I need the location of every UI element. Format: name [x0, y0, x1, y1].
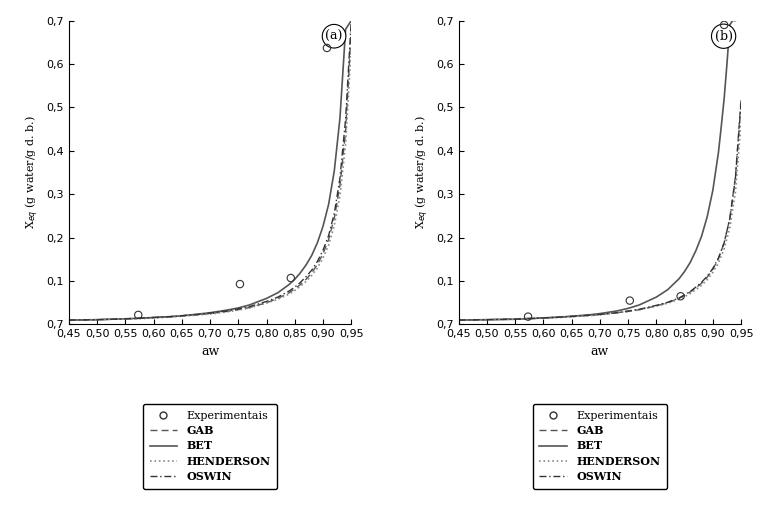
Legend: Experimentais, GAB, BET, HENDERSON, OSWIN: Experimentais, GAB, BET, HENDERSON, OSWI… [143, 404, 277, 489]
Point [234, 280, 246, 288]
Point [675, 292, 687, 300]
Text: (b): (b) [714, 30, 733, 43]
X-axis label: aw: aw [591, 345, 609, 358]
Text: (a): (a) [325, 30, 343, 43]
Point [285, 274, 297, 282]
Point [522, 313, 534, 321]
Point [321, 44, 333, 52]
Y-axis label: X$_{eq}$ (g water/g d. b.): X$_{eq}$ (g water/g d. b.) [413, 115, 431, 230]
X-axis label: aw: aw [201, 345, 219, 358]
Point [623, 297, 636, 305]
Legend: Experimentais, GAB, BET, HENDERSON, OSWIN: Experimentais, GAB, BET, HENDERSON, OSWI… [533, 404, 667, 489]
Y-axis label: X$_{eq}$ (g water/g d. b.): X$_{eq}$ (g water/g d. b.) [24, 115, 40, 230]
Point [132, 311, 144, 319]
Point [718, 21, 730, 29]
